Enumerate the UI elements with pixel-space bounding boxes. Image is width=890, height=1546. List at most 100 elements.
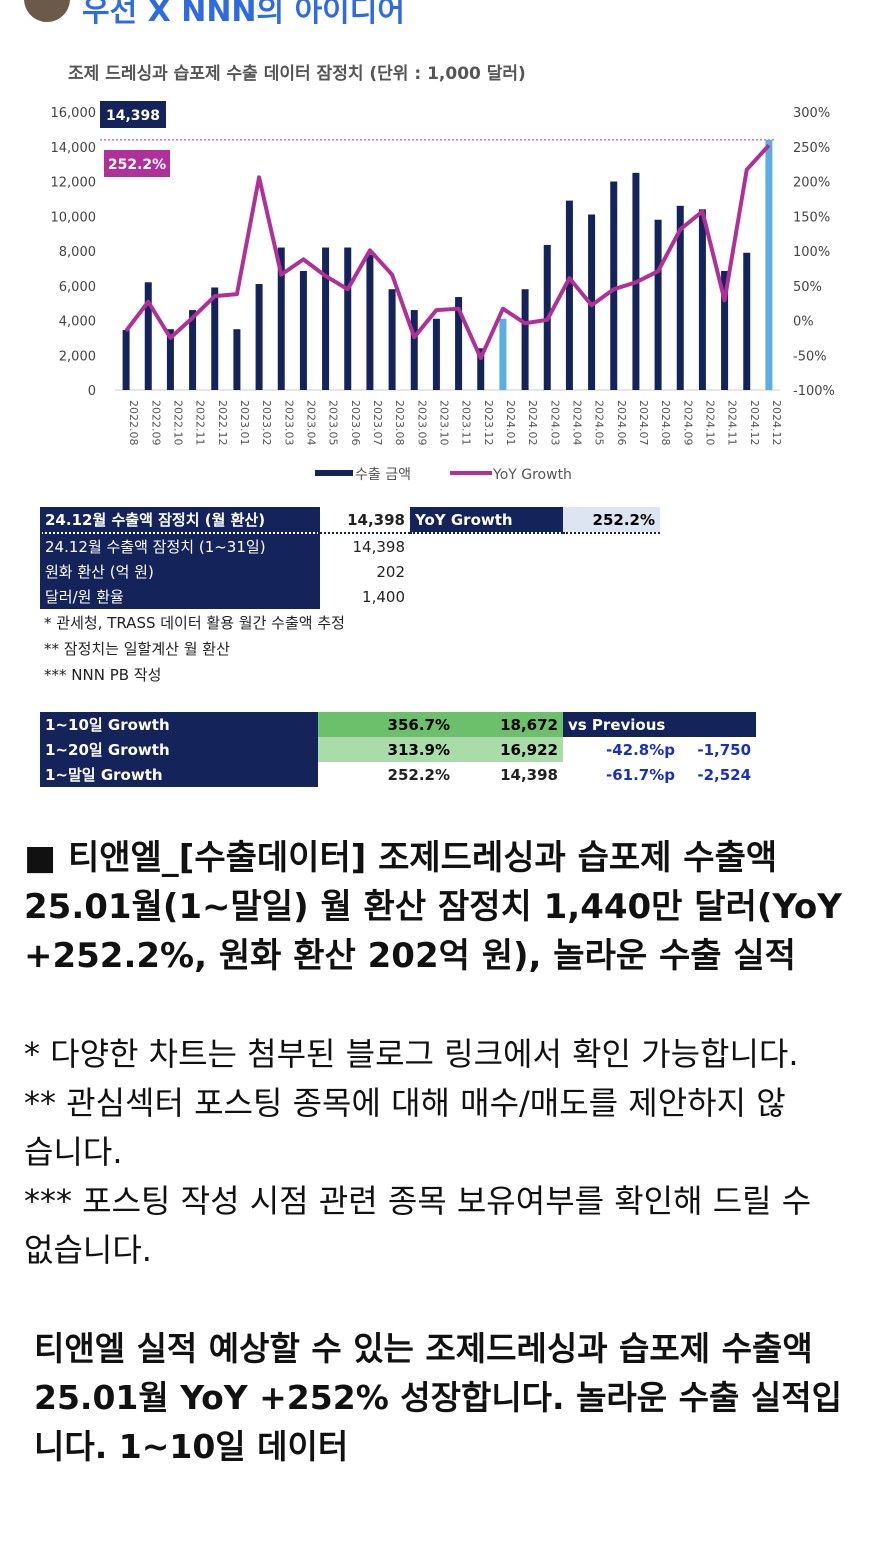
table-cell: 16,922 <box>455 737 563 762</box>
x-tick-label: 2024.04 <box>570 400 583 446</box>
x-tick-label: 2023.10 <box>437 400 450 446</box>
table-cell: 252.2% <box>387 765 450 784</box>
bar <box>144 282 152 390</box>
table-cell: 252.2% <box>563 507 660 533</box>
bar <box>366 254 374 390</box>
bar <box>521 289 529 390</box>
summary-table: 24.12월 수출액 잠정치 (월 환산) 14,398 YoY Growth 252… <box>40 507 660 609</box>
bar <box>499 318 507 390</box>
y-tick-label: 14,000 <box>51 141 97 156</box>
x-tick-label: 2023.11 <box>460 400 473 446</box>
table-cell: -61.7%p <box>605 765 675 784</box>
notes: * 관세청, TRASS 데이터 활용 월간 수출액 추정 ** 잠정치는 일할계… <box>44 610 345 688</box>
table-cell <box>410 584 563 609</box>
chart: 조제 드레싱과 습포제 수출 데이터 잠정치 (단위 : 1,000 달러) 0… <box>51 63 835 483</box>
disclaimer: ** 관심섹터 포스팅 종목에 대해 매수/매도를 제안하지 않습니다. <box>24 1084 786 1171</box>
legend-swatch <box>315 470 353 476</box>
table-cell: 14,398 <box>352 537 406 556</box>
post-heading: ■ 티앤엘_[수출데이터] 조제드레싱과 습포제 수출액 25.01월(1~말일… <box>24 838 842 976</box>
table-cell: vs Previous <box>563 712 757 737</box>
disclaimer: *** 포스팅 작성 시점 관련 종목 보유여부를 확인해 드릴 수 없습니다. <box>24 1182 812 1269</box>
table-cell <box>563 533 660 559</box>
table-cell: 달러/원 환율 <box>40 584 320 609</box>
table-cell: 14,398 <box>500 765 558 784</box>
note: * 관세청, TRASS 데이터 활용 월간 수출액 추정 <box>44 614 345 632</box>
y2-tick-label: -100% <box>793 384 835 399</box>
y2-tick-label: 150% <box>793 210 830 225</box>
table-cell <box>563 559 660 584</box>
y2-tick-label: 0% <box>793 315 814 330</box>
table-row: 1~말일 Growth 252.2% 14,398 -61.7%p -2,524 <box>40 762 756 787</box>
bar <box>477 348 485 390</box>
x-tick-label: 2024.05 <box>593 400 606 446</box>
bar <box>211 287 219 390</box>
chart-title: 조제 드레싱과 습포제 수출 데이터 잠정치 (단위 : 1,000 달러) <box>68 63 526 84</box>
table-cell: -2,524 <box>697 765 752 784</box>
x-tick-label: 2023.09 <box>415 400 428 446</box>
table-cell: 202 <box>376 562 405 581</box>
y-tick-label: 2,000 <box>59 349 96 364</box>
table-cell: -1,750 <box>697 740 752 759</box>
table-cell: 1~10일 Growth <box>40 712 318 737</box>
bar <box>721 270 729 390</box>
legend-label: YoY Growth <box>492 467 572 483</box>
y-tick-label: 10,000 <box>51 210 97 225</box>
avatar <box>24 0 70 22</box>
table-cell: 24.12월 수출액 잠정치 (월 환산) <box>40 507 320 533</box>
x-tick-label: 2023.07 <box>371 400 384 446</box>
table-row: 24.12월 수출액 잠정치 (1~31일) 14,398 <box>40 533 660 559</box>
y2-tick-label: 300% <box>793 106 830 121</box>
bar <box>299 270 307 390</box>
y2-tick-label: 200% <box>793 176 830 191</box>
annotation-box <box>100 101 166 128</box>
table-cell: 313.9% <box>318 737 455 762</box>
bar <box>388 289 396 390</box>
post: ■ 티앤엘_[수출데이터] 조제드레싱과 습포제 수출액 25.01월(1~말일… <box>24 834 864 1471</box>
legend-label: 수출 금액 <box>355 467 411 483</box>
table-cell: 원화 환산 (억 원) <box>40 559 320 584</box>
y-tick-label: 0 <box>88 384 96 399</box>
x-tick-label: 2024.10 <box>703 400 716 446</box>
note: ** 잠정치는 일할계산 월 환산 <box>44 640 230 658</box>
note: *** NNN PB 작성 <box>44 666 162 684</box>
x-tick-label: 2022.12 <box>216 400 229 446</box>
table-row: 1~10일 Growth 356.7% 18,672 vs Previous <box>40 712 757 737</box>
x-tick-label: 2024.12 <box>748 400 761 446</box>
bar <box>432 318 440 390</box>
table-cell <box>410 559 563 584</box>
bar <box>277 247 285 390</box>
yoy-line <box>124 143 771 361</box>
x-tick-label: 2024.01 <box>504 400 517 446</box>
bar <box>765 139 773 390</box>
x-tick-label: 2023.12 <box>482 400 495 446</box>
x-tick-label: 2024.11 <box>726 400 739 446</box>
x-tick-label: 2024.06 <box>615 400 628 446</box>
y2-tick-label: 250% <box>793 141 830 156</box>
table-cell: 18,672 <box>455 712 563 737</box>
table-row: 달러/원 환율 1,400 <box>40 584 660 609</box>
table-cell: 24.12월 수출액 잠정치 (1~31일) <box>40 533 320 559</box>
x-tick-label: 2022.09 <box>149 400 162 446</box>
table-cell: 14,398 <box>347 510 405 529</box>
y-tick-label: 12,000 <box>51 176 97 191</box>
disclaimer: * 다양한 차트는 첨부된 블로그 링크에서 확인 가능합니다. <box>24 1035 799 1073</box>
table-cell <box>563 584 660 609</box>
table-row: 1~20일 Growth 313.9% 16,922 -42.8%p -1,750 <box>40 737 756 762</box>
annotation: 252.2% <box>108 157 166 173</box>
author[interactable]: 우선 X NNN의 아이디어 <box>82 0 405 29</box>
bar <box>565 200 573 390</box>
bar <box>743 252 751 390</box>
x-tick-label: 2023.04 <box>304 400 317 446</box>
x-tick-label: 2024.08 <box>659 400 672 446</box>
y2-tick-label: 100% <box>793 245 830 260</box>
bar <box>676 205 684 390</box>
bar <box>455 297 463 390</box>
table-cell: -42.8%p <box>605 740 675 759</box>
x-tick-label: 2022.10 <box>171 400 184 446</box>
bar <box>654 219 662 390</box>
table-cell: YoY Growth <box>410 507 563 533</box>
y-tick-label: 16,000 <box>51 106 97 121</box>
bar <box>344 247 352 390</box>
bar <box>322 247 330 390</box>
